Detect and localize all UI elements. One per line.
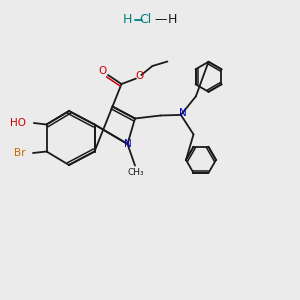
Text: HO: HO xyxy=(10,118,26,128)
Text: Cl: Cl xyxy=(140,13,152,26)
Text: H: H xyxy=(168,13,177,26)
Text: H: H xyxy=(123,13,132,26)
Text: Br: Br xyxy=(14,148,25,158)
Text: —: — xyxy=(154,13,167,26)
Text: O: O xyxy=(135,71,144,81)
Text: N: N xyxy=(124,139,132,149)
Text: CH₃: CH₃ xyxy=(127,168,144,177)
Text: O: O xyxy=(98,66,107,76)
Text: N: N xyxy=(178,108,186,118)
